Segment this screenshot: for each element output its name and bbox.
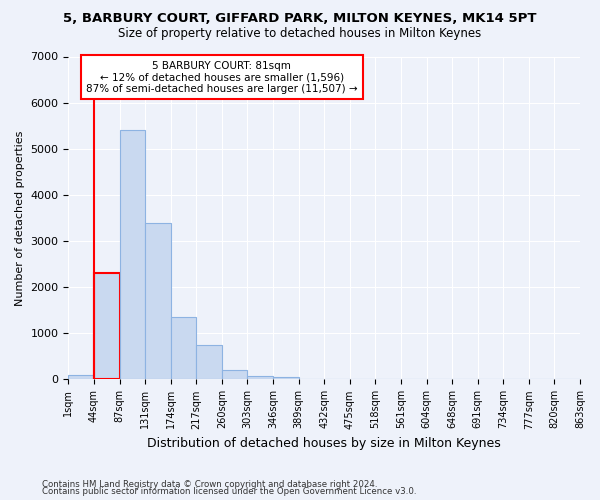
Bar: [171, 317, 196, 380]
Bar: [68, 375, 94, 380]
Y-axis label: Number of detached properties: Number of detached properties: [15, 130, 25, 306]
Text: Contains HM Land Registry data © Crown copyright and database right 2024.: Contains HM Land Registry data © Crown c…: [42, 480, 377, 489]
Bar: [145, 222, 171, 380]
Bar: [273, 376, 299, 380]
Bar: [94, 274, 119, 380]
Bar: [196, 345, 222, 380]
Text: 5 BARBURY COURT: 81sqm
← 12% of detached houses are smaller (1,596)
87% of semi-: 5 BARBURY COURT: 81sqm ← 12% of detached…: [86, 60, 358, 94]
Bar: [222, 370, 247, 380]
Bar: [119, 130, 145, 380]
Bar: [247, 376, 273, 380]
Text: Size of property relative to detached houses in Milton Keynes: Size of property relative to detached ho…: [118, 28, 482, 40]
Text: 5, BARBURY COURT, GIFFARD PARK, MILTON KEYNES, MK14 5PT: 5, BARBURY COURT, GIFFARD PARK, MILTON K…: [63, 12, 537, 26]
X-axis label: Distribution of detached houses by size in Milton Keynes: Distribution of detached houses by size …: [148, 437, 501, 450]
Text: Contains public sector information licensed under the Open Government Licence v3: Contains public sector information licen…: [42, 487, 416, 496]
